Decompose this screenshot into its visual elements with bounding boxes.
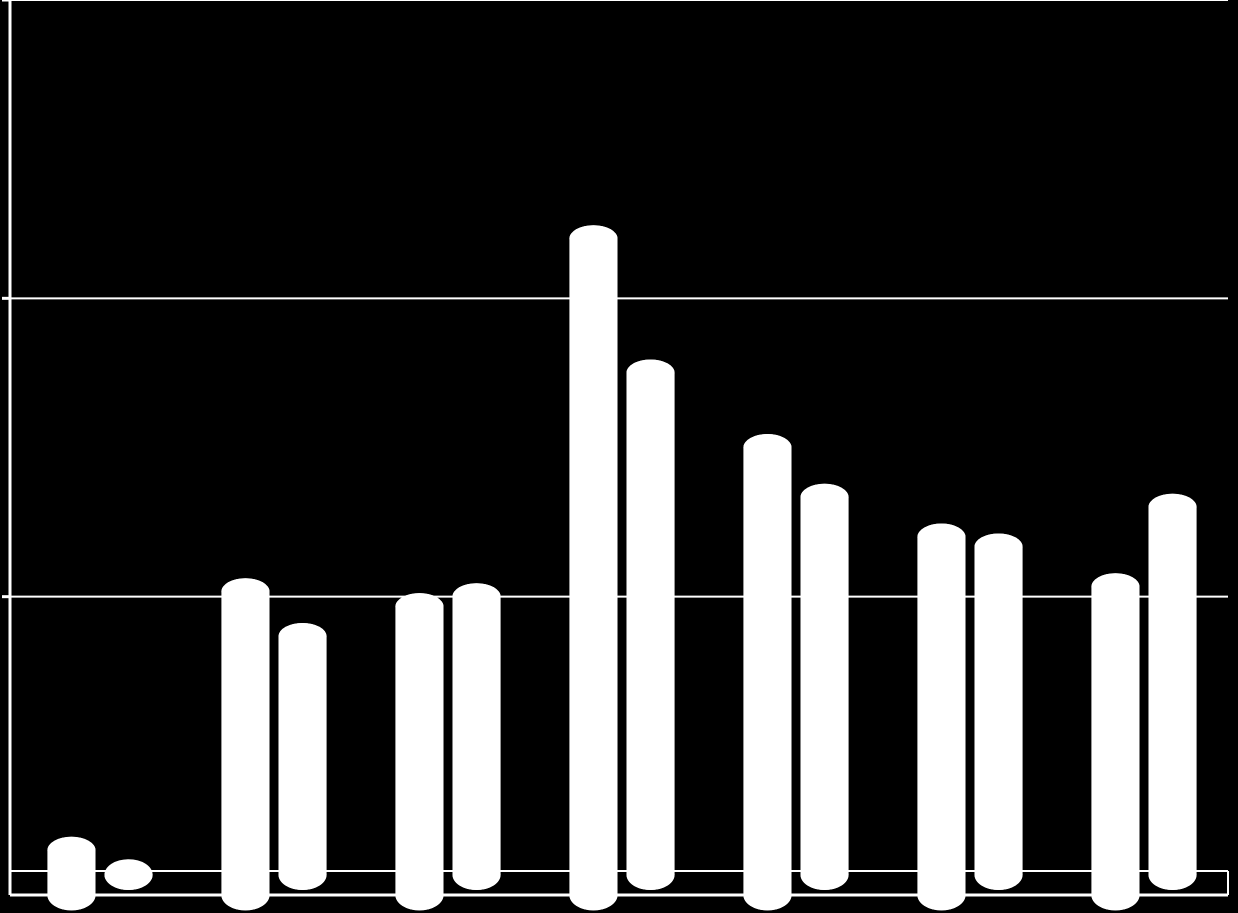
chart-container: [0, 0, 1238, 913]
bar-chart: [0, 0, 1238, 913]
